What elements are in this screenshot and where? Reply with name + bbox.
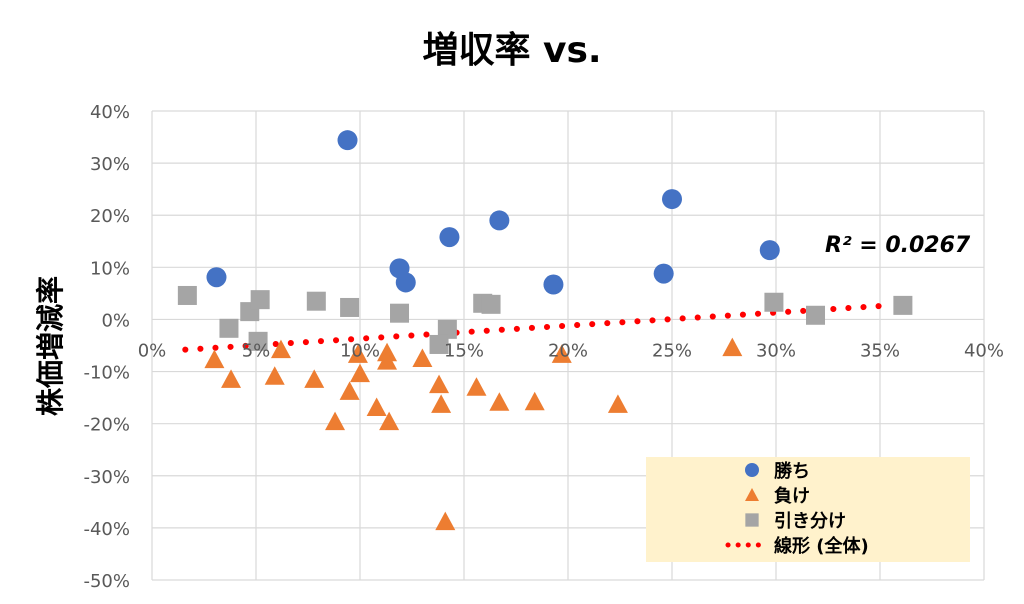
square-point [893, 295, 913, 315]
y-axis-label: 株価増減率 [34, 276, 67, 416]
circle-point [206, 267, 227, 288]
triangle-point [431, 394, 452, 413]
x-tick-labels: 0% 5% 10% 15% 20% 25% 30% 35% 40% [138, 340, 1004, 361]
x-tick-label: 30% [756, 340, 796, 361]
triangle-point [270, 339, 291, 359]
legend-label: 引き分け [774, 511, 846, 532]
circle-point [653, 263, 674, 284]
r-squared-annotation: R² = 0.0267 [825, 233, 971, 258]
x-tick-label: 10% [340, 340, 380, 361]
y-tick-label: -40% [83, 519, 130, 540]
circle-point [337, 130, 358, 151]
square-point [481, 294, 501, 314]
circle-point [759, 240, 780, 261]
triangle-point [524, 391, 545, 411]
series-circle [206, 130, 780, 295]
y-tick-labels: 40% 30% 20% 10% 0% -10% -20% -30% -40% -50% [83, 102, 130, 592]
triangle-point [435, 511, 456, 531]
y-tick-label: -10% [83, 363, 130, 384]
square-point [437, 319, 457, 339]
square-point [390, 303, 410, 323]
square-point [177, 285, 197, 305]
legend-square-icon [745, 513, 759, 527]
triangle-point [204, 349, 225, 369]
x-tick-label: 20% [548, 340, 588, 361]
square-point [248, 331, 268, 351]
x-tick-label: 25% [652, 340, 692, 361]
triangle-point [377, 351, 398, 370]
triangle-point [551, 344, 572, 363]
square-point [806, 305, 826, 325]
triangle-point [722, 337, 743, 357]
y-tick-label: 40% [90, 102, 130, 123]
y-tick-label: 10% [90, 258, 130, 279]
circle-point [395, 272, 416, 293]
y-tick-label: -20% [83, 415, 130, 436]
y-tick-label: -50% [83, 571, 130, 592]
y-tick-label: 20% [90, 206, 130, 227]
x-tick-label: 0% [138, 340, 167, 361]
triangle-point [379, 411, 400, 431]
triangle-point [429, 374, 450, 394]
square-point [340, 297, 360, 317]
y-tick-label: 30% [90, 154, 130, 175]
data-points [177, 130, 913, 531]
x-tick-label: 35% [860, 340, 900, 361]
square-point [306, 291, 326, 311]
legend-label: 勝ち [774, 460, 810, 482]
triangle-point [489, 392, 510, 411]
y-tick-label: 0% [101, 310, 130, 331]
trendline-path [182, 302, 894, 353]
triangle-point [466, 377, 487, 396]
legend-label: 線形 (全体) [774, 535, 869, 557]
series-square [177, 285, 913, 354]
triangle-point [412, 348, 433, 368]
x-tick-label: 5% [242, 340, 271, 361]
square-point [764, 292, 784, 312]
legend-triangle-icon [745, 488, 759, 501]
circle-point [662, 189, 682, 210]
circle-point [439, 227, 460, 248]
series-triangle [204, 337, 743, 531]
x-tick-label: 15% [444, 340, 484, 361]
trendline [182, 302, 894, 353]
square-point [250, 290, 270, 310]
triangle-point [607, 394, 628, 413]
square-point [429, 334, 449, 354]
square-point [219, 318, 239, 338]
x-tick-label: 40% [964, 340, 1004, 361]
legend-circle-icon [745, 463, 759, 477]
legend-label: 負け [774, 485, 810, 507]
chart-title: 増収率 vs. [422, 30, 601, 71]
circle-point [489, 210, 510, 231]
circle-point [543, 274, 564, 295]
triangle-point [325, 411, 346, 431]
triangle-point [366, 397, 387, 417]
triangle-point [264, 366, 285, 385]
triangle-point [304, 369, 325, 388]
triangle-point [350, 363, 370, 383]
y-tick-label: -30% [83, 467, 130, 488]
triangle-point [221, 369, 242, 388]
triangle-point [347, 344, 368, 363]
triangle-point [339, 381, 360, 400]
